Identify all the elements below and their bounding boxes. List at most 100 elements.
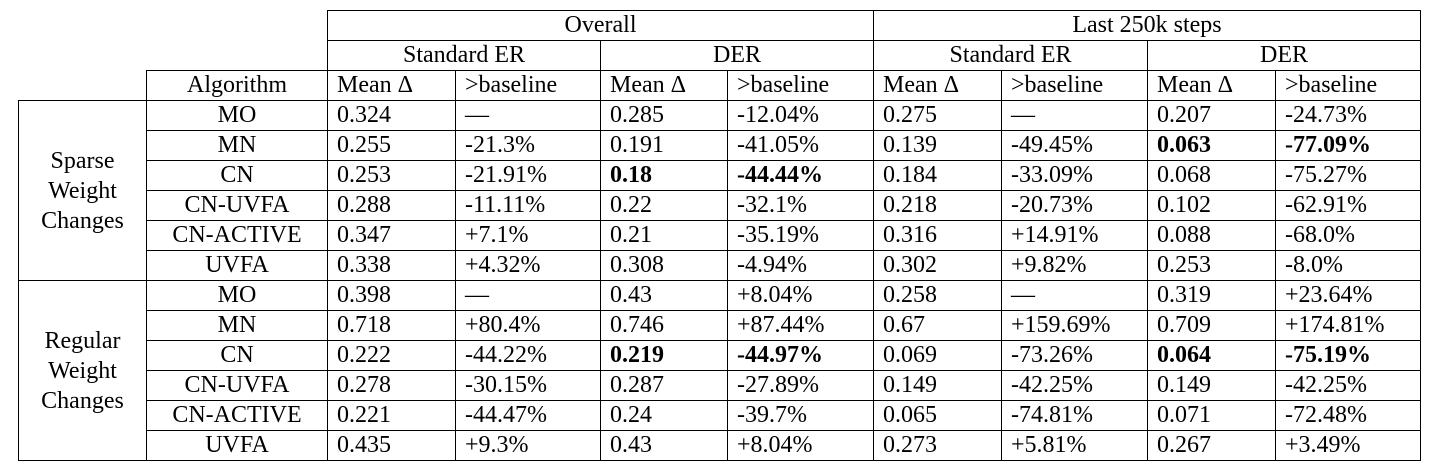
mean-delta-cell: 0.308 [600, 250, 728, 281]
baseline-pct-cell: -44.47% [455, 400, 601, 431]
baseline-pct-cell: -21.3% [455, 130, 601, 161]
header-row-sub: Algorithm Mean Δ >baseline Mean Δ >basel… [19, 70, 1421, 101]
mean-delta-cell: 0.253 [1147, 250, 1276, 281]
algorithm-cell: UVFA [146, 250, 328, 281]
baseline-pct-cell: -41.05% [727, 130, 874, 161]
baseline-pct-cell: -8.0% [1275, 250, 1421, 281]
baseline-pct-cell: +3.49% [1275, 430, 1421, 461]
mean-delta-cell: 0.338 [327, 250, 456, 281]
algorithm-cell: CN-UVFA [146, 190, 328, 221]
header-mean-delta: Mean Δ [327, 70, 456, 101]
baseline-pct-cell: -35.19% [727, 220, 874, 251]
baseline-pct-cell: -42.25% [1275, 370, 1421, 401]
table-row: CN 0.222 -44.22% 0.219 -44.97% 0.069 -73.26% 0.… [19, 340, 1421, 371]
baseline-pct-cell: +9.82% [1001, 250, 1148, 281]
mean-delta-cell: 0.275 [873, 100, 1002, 131]
mean-delta-cell: 0.43 [600, 430, 728, 461]
header-last-250k: Last 250k steps [873, 10, 1421, 41]
header-last-der: DER [1147, 40, 1421, 71]
header-overall-standard-er: Standard ER [327, 40, 601, 71]
mean-delta-cell: 0.718 [327, 310, 456, 341]
algorithm-cell: UVFA [146, 430, 328, 461]
header-algorithm: Algorithm [146, 70, 328, 101]
baseline-pct-cell: +80.4% [455, 310, 601, 341]
baseline-pct-cell: -74.81% [1001, 400, 1148, 431]
mean-delta-cell: 0.319 [1147, 280, 1276, 311]
table-row: UVFA 0.338 +4.32% 0.308 -4.94% 0.302 +9.82% 0.2… [19, 250, 1421, 281]
baseline-pct-cell: +87.44% [727, 310, 874, 341]
mean-delta-cell: 0.069 [873, 340, 1002, 371]
mean-delta-cell: 0.24 [600, 400, 728, 431]
baseline-pct-cell: -33.09% [1001, 160, 1148, 191]
mean-delta-cell: 0.302 [873, 250, 1002, 281]
baseline-pct-cell: — [455, 280, 601, 311]
header-row-top: Overall Last 250k steps [19, 10, 1421, 41]
algorithm-cell: MO [146, 100, 328, 131]
mean-delta-cell: 0.191 [600, 130, 728, 161]
baseline-pct-cell: +9.3% [455, 430, 601, 461]
baseline-pct-cell: — [1001, 280, 1148, 311]
group-label: Regular Weight Changes [18, 280, 147, 461]
mean-delta-cell: 0.222 [327, 340, 456, 371]
mean-delta-cell: 0.068 [1147, 160, 1276, 191]
table-row: CN-ACTIVE 0.221 -44.47% 0.24 -39.7% 0.065 -74.… [19, 400, 1421, 431]
baseline-pct-cell: +4.32% [455, 250, 601, 281]
baseline-pct-cell: -12.04% [727, 100, 874, 131]
baseline-pct-cell: -24.73% [1275, 100, 1421, 131]
mean-delta-cell: 0.219 [600, 340, 728, 371]
mean-delta-cell: 0.064 [1147, 340, 1276, 371]
baseline-pct-cell: +159.69% [1001, 310, 1148, 341]
baseline-pct-cell: -39.7% [727, 400, 874, 431]
mean-delta-cell: 0.255 [327, 130, 456, 161]
header-row-mid: Standard ER DER Standard ER DER [19, 40, 1421, 71]
baseline-pct-cell: -4.94% [727, 250, 874, 281]
mean-delta-cell: 0.22 [600, 190, 728, 221]
baseline-pct-cell: +14.91% [1001, 220, 1148, 251]
mean-delta-cell: 0.287 [600, 370, 728, 401]
mean-delta-cell: 0.746 [600, 310, 728, 341]
baseline-pct-cell: +7.1% [455, 220, 601, 251]
mean-delta-cell: 0.21 [600, 220, 728, 251]
header-last-standard-er: Standard ER [873, 40, 1148, 71]
baseline-pct-cell: -68.0% [1275, 220, 1421, 251]
header-mean-delta: Mean Δ [1147, 70, 1276, 101]
mean-delta-cell: 0.324 [327, 100, 456, 131]
mean-delta-cell: 0.316 [873, 220, 1002, 251]
table-row: MN 0.255 -21.3% 0.191 -41.05% 0.139 -49.45% 0.0… [19, 130, 1421, 161]
mean-delta-cell: 0.063 [1147, 130, 1276, 161]
mean-delta-cell: 0.149 [1147, 370, 1276, 401]
mean-delta-cell: 0.102 [1147, 190, 1276, 221]
algorithm-cell: MN [146, 130, 328, 161]
baseline-pct-cell: -77.09% [1275, 130, 1421, 161]
baseline-pct-cell: +174.81% [1275, 310, 1421, 341]
mean-delta-cell: 0.139 [873, 130, 1002, 161]
baseline-pct-cell: -30.15% [455, 370, 601, 401]
baseline-pct-cell: -72.48% [1275, 400, 1421, 431]
baseline-pct-cell: +5.81% [1001, 430, 1148, 461]
mean-delta-cell: 0.43 [600, 280, 728, 311]
mean-delta-cell: 0.149 [873, 370, 1002, 401]
table-row: CN 0.253 -21.91% 0.18 -44.44% 0.184 -33.09% 0.0… [19, 160, 1421, 191]
header-overall-der: DER [600, 40, 874, 71]
baseline-pct-cell: +23.64% [1275, 280, 1421, 311]
table-row: CN-UVFA 0.288 -11.11% 0.22 -32.1% 0.218 -20.73… [19, 190, 1421, 221]
baseline-pct-cell: -27.89% [727, 370, 874, 401]
table-row: CN-ACTIVE 0.347 +7.1% 0.21 -35.19% 0.316 +14.9… [19, 220, 1421, 251]
table-row: CN-UVFA 0.278 -30.15% 0.287 -27.89% 0.149 -42.… [19, 370, 1421, 401]
mean-delta-cell: 0.18 [600, 160, 728, 191]
results-table: Overall Last 250k steps Standard ER DER … [18, 10, 1421, 461]
mean-delta-cell: 0.67 [873, 310, 1002, 341]
group-label-line: Weight [48, 177, 117, 204]
mean-delta-cell: 0.709 [1147, 310, 1276, 341]
mean-delta-cell: 0.065 [873, 400, 1002, 431]
baseline-pct-cell: — [1001, 100, 1148, 131]
baseline-pct-cell: -44.22% [455, 340, 601, 371]
group-label: Sparse Weight Changes [18, 100, 147, 281]
header-gt-baseline: >baseline [1275, 70, 1421, 101]
baseline-pct-cell: -44.44% [727, 160, 874, 191]
header-mean-delta: Mean Δ [600, 70, 728, 101]
header-mean-delta: Mean Δ [873, 70, 1002, 101]
mean-delta-cell: 0.347 [327, 220, 456, 251]
group-label-line: Regular [44, 327, 121, 354]
algorithm-cell: CN-ACTIVE [146, 220, 328, 251]
